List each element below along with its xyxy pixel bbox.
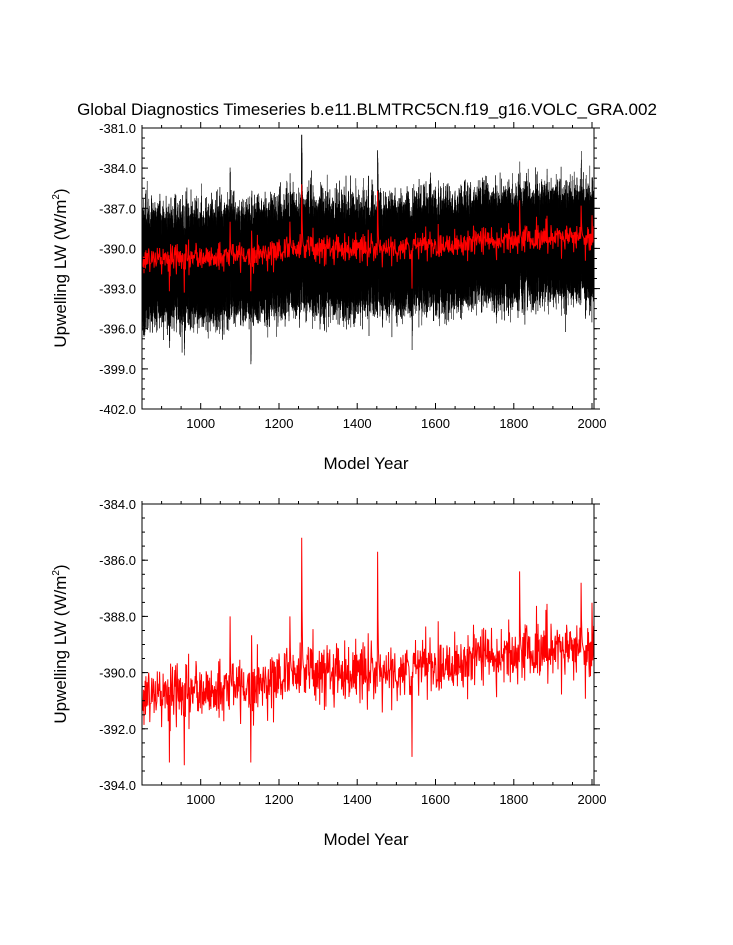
top-x-tick-label: 1000 <box>186 416 215 431</box>
series-line-monthly <box>141 148 595 365</box>
series-line-annual-bottom <box>141 537 595 766</box>
top-x-tick-label: 1600 <box>421 416 450 431</box>
bottom-x-tick-label: 1200 <box>265 792 294 807</box>
top-y-tick-label: -387.0 <box>99 201 136 216</box>
bottom-x-tick-label: 1800 <box>499 792 528 807</box>
bottom-y-axis-label-main: Upwelling LW (W/m <box>51 576 70 724</box>
top-y-tick-label: -390.0 <box>99 241 136 256</box>
bottom-y-tick-label: -388.0 <box>99 609 136 624</box>
series-line-annual-top <box>141 184 595 293</box>
bottom-y-tick-label: -392.0 <box>99 722 136 737</box>
top-x-axis-label: Model Year <box>323 454 408 473</box>
top-y-axis-label-end: ) <box>51 188 70 194</box>
top-ticks: 1000 1200 1400 1600 1800 2000 -381.0 -384.0 -387… <box>99 121 606 431</box>
bottom-plot: 1000 1200 1400 1600 1800 2000 -384.0 -386.0 -388… <box>99 497 606 807</box>
bottom-y-axis-label-end: ) <box>51 564 70 570</box>
bottom-series-group <box>141 537 595 766</box>
top-x-tick-label: 2000 <box>578 416 607 431</box>
top-plot: 1000 1200 1400 1600 1800 2000 -381.0 -384.0 -387… <box>99 121 606 431</box>
top-y-axis-label-main: Upwelling LW (W/m <box>51 200 70 348</box>
top-y-tick-label: -384.0 <box>99 161 136 176</box>
bottom-y-tick-label: -386.0 <box>99 553 136 568</box>
bottom-y-tick-label: -394.0 <box>99 778 136 793</box>
bottom-y-tick-label: -384.0 <box>99 497 136 512</box>
bottom-ticks: 1000 1200 1400 1600 1800 2000 -384.0 -386.0 -388… <box>99 497 606 807</box>
top-y-tick-label: -381.0 <box>99 121 136 136</box>
top-y-tick-label: -402.0 <box>99 402 136 417</box>
bottom-x-axis-label: Model Year <box>323 830 408 849</box>
top-y-tick-label: -399.0 <box>99 362 136 377</box>
top-x-tick-label: 1400 <box>343 416 372 431</box>
top-y-tick-label: -396.0 <box>99 322 136 337</box>
bottom-x-tick-label: 2000 <box>578 792 607 807</box>
top-y-axis-label: Upwelling LW (W/m2) <box>51 188 70 347</box>
bottom-x-tick-label: 1000 <box>186 792 215 807</box>
bottom-y-axis-label-sup: 2 <box>51 570 62 576</box>
bottom-y-axis-label: Upwelling LW (W/m2) <box>51 564 70 723</box>
top-x-tick-label: 1800 <box>499 416 528 431</box>
top-y-tick-label: -393.0 <box>99 282 136 297</box>
top-x-tick-label: 1200 <box>265 416 294 431</box>
top-y-axis-label-sup: 2 <box>51 194 62 200</box>
bottom-x-tick-label: 1400 <box>343 792 372 807</box>
top-series-group <box>141 134 595 365</box>
chart-title: Global Diagnostics Timeseries b.e11.BLMT… <box>77 100 657 119</box>
bottom-x-tick-label: 1600 <box>421 792 450 807</box>
bottom-y-tick-label: -390.0 <box>99 666 136 681</box>
